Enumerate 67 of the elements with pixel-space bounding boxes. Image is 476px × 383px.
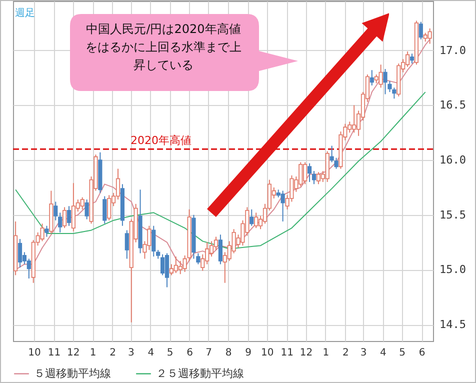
legend-label: ２５週移動平均線 (156, 366, 244, 380)
annotation: 週足 (15, 7, 35, 20)
candlestick (44, 225, 49, 238)
candlestick (102, 196, 107, 224)
candlestick (280, 190, 285, 222)
x-tick-label: 8 (225, 348, 232, 358)
candlestick (312, 170, 316, 185)
x-tick-label: 3 (128, 348, 134, 358)
candlestick (218, 234, 223, 265)
candlestick (84, 199, 89, 220)
x-tick-label: 5 (399, 348, 406, 358)
y-tick-label: 15.0 (440, 263, 466, 276)
x-tick-label: 12 (66, 348, 80, 358)
candlestick (250, 208, 254, 226)
candlestick (196, 252, 200, 265)
candlestick (160, 254, 165, 276)
candlestick (405, 50, 410, 68)
candlestick (71, 182, 76, 232)
legend-label: ５週移動平均線 (34, 366, 111, 380)
x-tick-label: 10 (28, 348, 41, 358)
candlestick (54, 201, 58, 221)
x-tick-label: 6 (186, 348, 193, 358)
x-tick-label: 4 (380, 348, 386, 358)
x-tick-label: 10 (261, 348, 274, 358)
y-tick-label: 17.0 (440, 44, 466, 57)
x-tick-label: 4 (148, 348, 154, 358)
x-tick-label: 11 (48, 348, 61, 358)
y-tick-label: 16.0 (440, 154, 466, 167)
x-tick-label: 12 (300, 348, 313, 358)
candlestick (370, 70, 374, 86)
candlestick (66, 206, 72, 226)
y-tick-label: 14.5 (440, 318, 466, 332)
candlestick (307, 162, 312, 182)
x-tick-label: 9 (245, 348, 252, 358)
candlestick (209, 240, 214, 258)
candlestick (62, 206, 67, 229)
x-tick-label: 5 (166, 348, 174, 358)
candlestick (107, 194, 112, 221)
x-tick-label: 1 (90, 348, 96, 358)
candlestick (26, 258, 31, 279)
x-tick-label: 2 (342, 348, 349, 358)
ref-line-label: 2020年高値 (130, 134, 192, 148)
candlestick (316, 172, 321, 185)
candlestick (80, 196, 84, 210)
candlestick (40, 223, 44, 242)
candlestick (428, 28, 432, 44)
candlestick (378, 64, 383, 88)
y-tick-label: 15.5 (440, 208, 466, 222)
candlestick (418, 21, 423, 40)
candlestick (254, 212, 258, 229)
x-tick-label: 2 (110, 348, 116, 358)
candlestick (164, 252, 170, 288)
candlestick (410, 53, 414, 64)
candlestick (58, 212, 62, 233)
x-tick-label: 6 (418, 348, 426, 358)
y-tick-label: 16.5 (440, 98, 466, 112)
candlestick (152, 225, 156, 258)
x-tick-label: 7 (206, 348, 212, 358)
candlestick (124, 230, 129, 260)
x-tick-label: 11 (280, 348, 294, 358)
x-tick-label: 1 (322, 348, 330, 358)
candlestick (18, 238, 22, 268)
candlestick (169, 264, 174, 276)
x-tick-label: 3 (360, 348, 367, 358)
candlestick (214, 236, 218, 250)
candlestick (116, 168, 120, 200)
annotation: 中国人民元/円は2020年高値をはるかに上回る水準まで上昇している (84, 21, 242, 74)
